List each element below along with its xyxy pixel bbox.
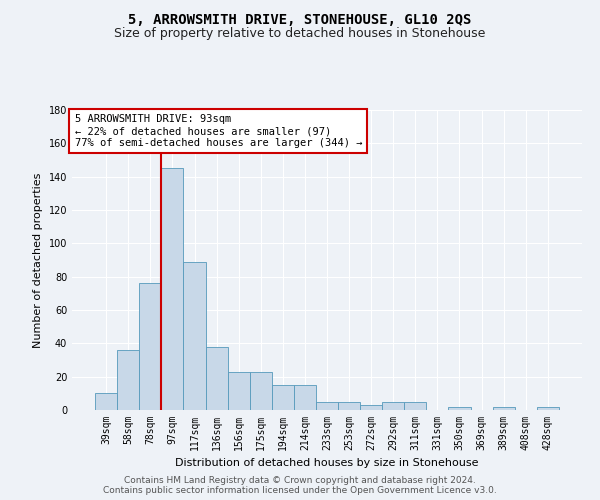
Bar [184,262,206,410]
Text: Size of property relative to detached houses in Stonehouse: Size of property relative to detached ho… [115,28,485,40]
Bar [404,402,427,410]
Bar [161,168,184,410]
Y-axis label: Number of detached properties: Number of detached properties [33,172,43,348]
Bar [360,405,382,410]
Bar [493,406,515,410]
Bar [227,372,250,410]
Bar [95,394,117,410]
Bar [139,284,161,410]
Bar [448,406,470,410]
Bar [294,385,316,410]
Text: 5 ARROWSMITH DRIVE: 93sqm
← 22% of detached houses are smaller (97)
77% of semi-: 5 ARROWSMITH DRIVE: 93sqm ← 22% of detac… [74,114,362,148]
Bar [537,406,559,410]
Bar [206,346,227,410]
Bar [250,372,272,410]
Bar [338,402,360,410]
Bar [272,385,294,410]
Text: 5, ARROWSMITH DRIVE, STONEHOUSE, GL10 2QS: 5, ARROWSMITH DRIVE, STONEHOUSE, GL10 2Q… [128,12,472,26]
X-axis label: Distribution of detached houses by size in Stonehouse: Distribution of detached houses by size … [175,458,479,468]
Text: Contains HM Land Registry data © Crown copyright and database right 2024.
Contai: Contains HM Land Registry data © Crown c… [103,476,497,495]
Bar [117,350,139,410]
Bar [382,402,404,410]
Bar [316,402,338,410]
